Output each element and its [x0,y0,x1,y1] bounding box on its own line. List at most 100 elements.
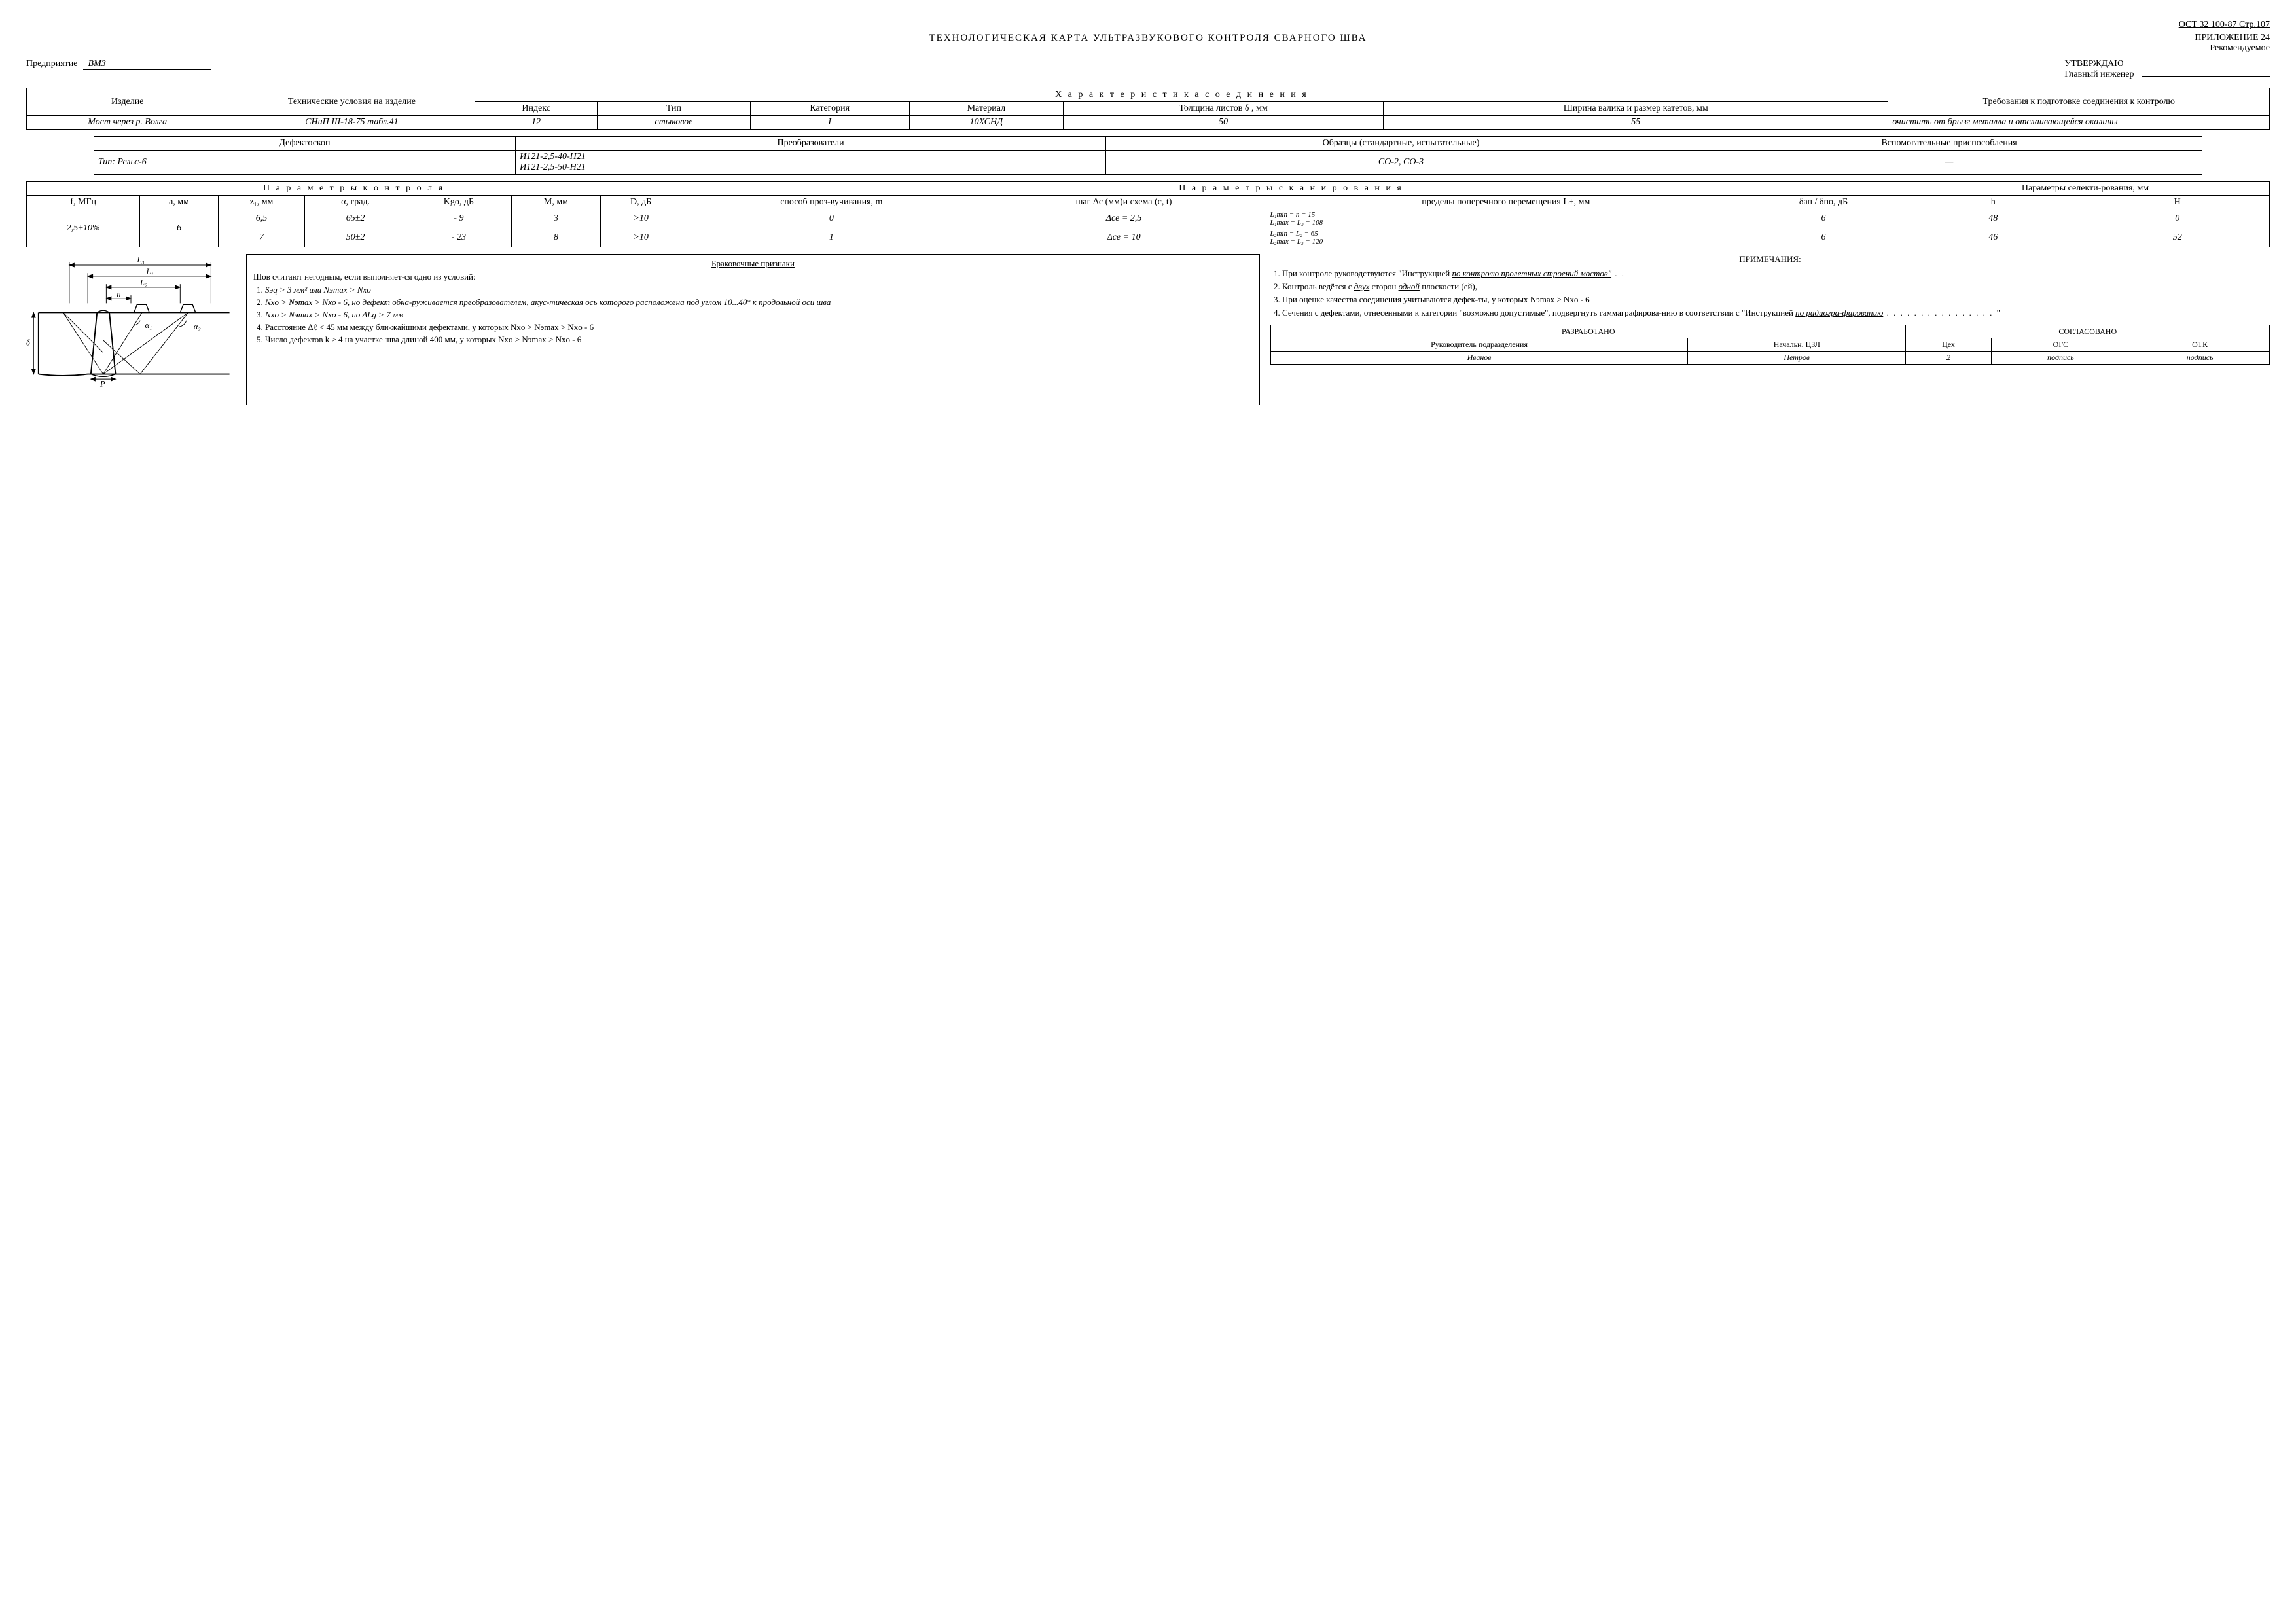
col-index: Индекс [475,102,598,116]
cell-otk: подпись [2130,352,2270,365]
cell-d: >10 [601,228,681,247]
cell-width: 55 [1384,116,1888,130]
col-accessories: Вспомогательные приспособления [1696,137,2202,151]
table-row: 7 50±2 - 23 8 >10 1 Δce = 10 L₂min = L₂ … [27,228,2270,247]
diagram-label-L1: L₁ [146,267,154,276]
characteristics-table: Изделие Технические условия на изделие Х… [26,88,2270,130]
document-title: ТЕХНОЛОГИЧЕСКАЯ КАРТА УЛЬТРАЗВУКОВОГО КО… [157,33,2139,44]
cell-k: - 9 [406,209,511,228]
cell-bap: 6 [1746,228,1901,247]
approve-label: УТВЕРЖДАЮ [2064,59,2270,69]
cell-m: 8 [511,228,600,247]
col-transducers: Преобразователи [516,137,1106,151]
approve-signature-line [2142,76,2270,77]
col-agreed: СОГЛАСОВАНО [1906,325,2270,338]
col-ogs: ОГС [1991,338,2130,352]
standard-code: ОСТ 32 100-87 Стр.107 [26,20,2270,30]
cell-thickness: 50 [1064,116,1384,130]
criteria-item: Sэq > 3 мм² или Nэmax > Nxо [265,285,1253,295]
cell-method: 0 [681,209,982,228]
cell-samples: СО-2, СО-3 [1106,151,1696,175]
col-head: Руководитель подразделения [1271,338,1688,352]
cell-product: Мост через р. Волга [27,116,228,130]
table-row: 2,5±10% 6 6,5 65±2 - 9 3 >10 0 Δce = 2,5… [27,209,2270,228]
signatures-table: РАЗРАБОТАНО СОГЛАСОВАНО Руководитель под… [1270,325,2270,365]
criteria-intro: Шов считают негодным, если выполняет-ся … [253,272,1253,282]
criteria-title: Браковочные признаки [253,259,1253,269]
col-z: z₁, мм [218,196,305,209]
weld-scan-diagram: L₃ L₁ L₂ n α₁ α₂ δ P [26,254,236,405]
cell-bap: 6 [1746,209,1901,228]
cell-ogs: подпись [1991,352,2130,365]
cell-d: >10 [601,209,681,228]
cell-z: 7 [218,228,305,247]
table-row: Мост через р. Волга СНиП III-18-75 табл.… [27,116,2270,130]
cell-material: 10ХСНД [909,116,1064,130]
col-limits: пределы поперечного перемещения L±, мм [1266,196,1746,209]
col-product: Изделие [27,88,228,116]
cell-step: Δce = 10 [982,228,1266,247]
cell-z: 6,5 [218,209,305,228]
col-a: a, мм [140,196,218,209]
note-item: Контроль ведётся с двух сторон одной пло… [1282,281,2270,292]
parameters-table: П а р а м е т р ы к о н т р о л я П а р … [26,181,2270,247]
col-category: Категория [750,102,909,116]
col-f: f, МГц [27,196,140,209]
cell-h: 46 [1901,228,2085,247]
enterprise-label: Предприятие [26,59,78,69]
cell-a: 6 [140,209,218,247]
diagram-label-n: n [117,289,120,298]
col-developed: РАЗРАБОТАНО [1271,325,1906,338]
cell-type: стыковое [597,116,750,130]
diagram-label-a1: α₁ [145,321,152,330]
col-d: D, дБ [601,196,681,209]
col-m: M, мм [511,196,600,209]
col-shop: Цех [1906,338,1991,352]
col-thickness: Толщина листов δ , мм [1064,102,1384,116]
appendix-type: Рекомендуемое [2139,43,2270,54]
notes-title: ПРИМЕЧАНИЯ: [1270,254,2270,264]
criteria-item: Число дефектов k > 4 на участке шва длин… [265,334,1253,345]
cell-shop: 2 [1906,352,1991,365]
rejection-criteria: Браковочные признаки Шов считают негодны… [246,254,1260,405]
criteria-item: Nxо > Nэmax > Nxо - 6, но дефект обна-ру… [265,297,1253,308]
diagram-label-L2: L₂ [139,278,147,287]
col-alpha: α, град. [305,196,406,209]
cell-step: Δce = 2,5 [982,209,1266,228]
equipment-table: Дефектоскоп Преобразователи Образцы (ста… [94,136,2202,175]
note-item: При контроле руководствуются "Инструкцие… [1282,268,2270,279]
cell-method: 1 [681,228,982,247]
col-type: Тип [597,102,750,116]
col-width: Ширина валика и размер катетов, мм [1384,102,1888,116]
col-otk: ОТК [2130,338,2270,352]
cell-requirements: очистить от брызг металла и отслаивающей… [1888,116,2270,130]
cell-accessories: — [1696,151,2202,175]
cell-chief: Петров [1688,352,1906,365]
diagram-label-delta: δ [26,338,30,347]
col-chief: Начальн. ЦЗЛ [1688,338,1906,352]
cell-H: 52 [2085,228,2270,247]
col-method: способ проз-вучивания, m [681,196,982,209]
cell-k: - 23 [406,228,511,247]
enterprise-value: ВМЗ [83,59,211,70]
group-characteristics: Х а р а к т е р и с т и к а с о е д и н … [475,88,1888,102]
col-material: Материал [909,102,1064,116]
cell-head: Иванов [1271,352,1688,365]
criteria-item: Nxо > Nэmax > Nxо - 6, но ΔLg > 7 мм [265,310,1253,320]
table-row: Иванов Петров 2 подпись подпись [1271,352,2270,365]
cell-category: I [750,116,909,130]
table-row: Тип: Рельс-6 И121-2,5-40-Н21 И121-2,5-50… [94,151,2202,175]
cell-H: 0 [2085,209,2270,228]
appendix-number: ПРИЛОЖЕНИЕ 24 [2139,33,2270,43]
cell-alpha: 50±2 [305,228,406,247]
approve-role: Главный инженер [2064,69,2134,79]
col-k: Kgо, дБ [406,196,511,209]
col-flaw-detector: Дефектоскоп [94,137,515,151]
cell-h: 48 [1901,209,2085,228]
diagram-label-a2: α₂ [194,322,201,331]
col-samples: Образцы (стандартные, испытательные) [1106,137,1696,151]
group-select-params: Параметры селекти-рования, мм [1901,182,2270,196]
cell-f: 2,5±10% [27,209,140,247]
note-item: При оценке качества соединения учитывают… [1282,295,2270,305]
col-H: H [2085,196,2270,209]
